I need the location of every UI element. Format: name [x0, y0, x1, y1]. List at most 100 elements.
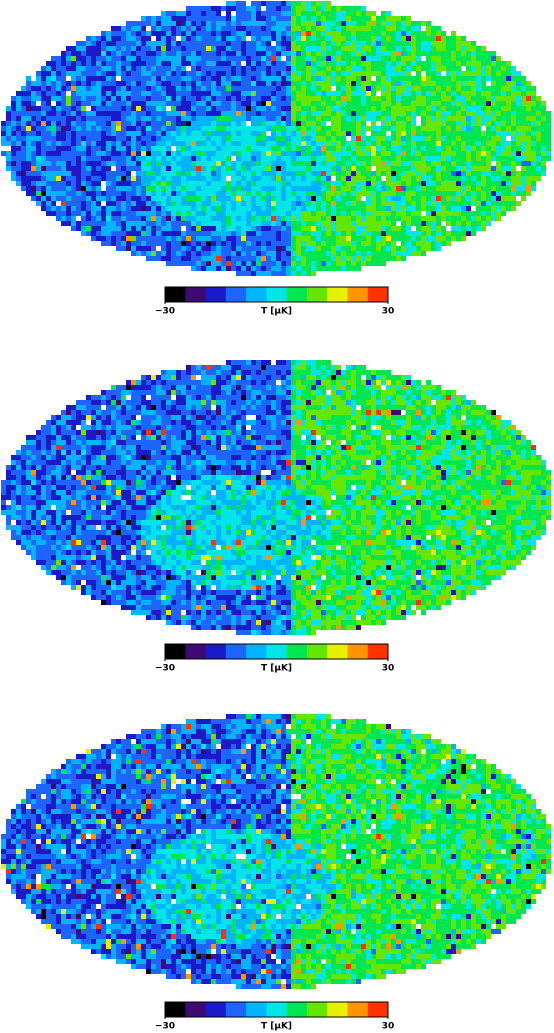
sky-pixel [421, 31, 426, 36]
sky-pixel [211, 151, 216, 156]
sky-pixel [226, 116, 231, 121]
sky-pixel [471, 181, 476, 186]
sky-pixel [421, 246, 426, 251]
sky-pixel [306, 206, 311, 211]
sky-pixel [166, 11, 171, 16]
sky-pixel [456, 211, 461, 216]
sky-pixel [231, 26, 236, 31]
sky-pixel [91, 181, 96, 186]
sky-pixel [21, 91, 26, 96]
sky-pixel [486, 121, 491, 126]
sky-pixel [146, 141, 151, 146]
sky-pixel [121, 196, 126, 201]
sky-pixel [121, 141, 126, 146]
sky-pixel [371, 231, 376, 236]
sky-pixel [426, 241, 431, 246]
sky-pixel [421, 76, 426, 81]
sky-pixel [261, 66, 266, 71]
sky-pixel [221, 66, 226, 71]
sky-pixel [361, 71, 366, 76]
sky-pixel [141, 76, 146, 81]
sky-pixel [21, 126, 26, 131]
sky-pixel [416, 176, 421, 181]
sky-pixel [411, 71, 416, 76]
sky-pixel [376, 66, 381, 71]
sky-pixel [301, 51, 306, 56]
sky-pixel [366, 151, 371, 156]
sky-pixel [406, 375, 411, 380]
sky-pixel [176, 131, 181, 136]
sky-pixel [321, 96, 326, 101]
sky-pixel [526, 146, 531, 151]
sky-pixel [221, 365, 226, 370]
sky-pixel [191, 31, 196, 36]
sky-pixel [171, 261, 176, 266]
sky-pixel [216, 16, 221, 21]
sky-pixel [186, 191, 191, 196]
sky-pixel [151, 111, 156, 116]
sky-pixel [91, 96, 96, 101]
sky-pixel [206, 71, 211, 76]
sky-pixel [336, 56, 341, 61]
sky-pixel [501, 201, 506, 206]
sky-pixel [41, 111, 46, 116]
sky-pixel [276, 106, 281, 111]
sky-pixel [256, 6, 261, 11]
sky-pixel [121, 26, 126, 31]
sky-pixel [436, 86, 441, 91]
sky-pixel [106, 141, 111, 146]
sky-pixel [541, 111, 546, 116]
sky-pixel [486, 86, 491, 91]
sky-pixel [206, 111, 211, 116]
sky-pixel [351, 86, 356, 91]
sky-pixel [406, 141, 411, 146]
sky-pixel [111, 31, 116, 36]
sky-pixel [101, 121, 106, 126]
sky-pixel [11, 101, 16, 106]
sky-pixel [91, 106, 96, 111]
sky-pixel [71, 136, 76, 141]
sky-pixel [206, 151, 211, 156]
sky-pixel [296, 146, 301, 151]
sky-pixel [306, 21, 311, 26]
sky-pixel [366, 226, 371, 231]
sky-pixel [301, 91, 306, 96]
sky-pixel [156, 380, 161, 385]
sky-pixel [526, 121, 531, 126]
sky-pixel [76, 41, 81, 46]
sky-pixel [456, 216, 461, 221]
sky-pixel [271, 360, 276, 365]
sky-pixel [441, 196, 446, 201]
sky-pixel [111, 66, 116, 71]
sky-pixel [181, 191, 186, 196]
sky-pixel [116, 161, 121, 166]
sky-pixel [281, 256, 286, 261]
sky-pixel [146, 206, 151, 211]
sky-pixel [51, 96, 56, 101]
sky-pixel [201, 261, 206, 266]
sky-pixel [516, 156, 521, 161]
sky-pixel [311, 261, 316, 266]
sky-pixel [341, 66, 346, 71]
sky-pixel [291, 151, 296, 156]
sky-pixel [461, 171, 466, 176]
sky-pixel [456, 116, 461, 121]
sky-pixel [141, 226, 146, 231]
sky-pixel [316, 36, 321, 41]
sky-pixel [161, 81, 166, 86]
sky-pixel [126, 96, 131, 101]
sky-pixel [171, 231, 176, 236]
sky-pixel [416, 126, 421, 131]
sky-pixel [201, 116, 206, 121]
sky-pixel [501, 76, 506, 81]
sky-pixel [461, 56, 466, 61]
sky-pixel [356, 191, 361, 196]
sky-pixel [191, 116, 196, 121]
sky-pixel [491, 211, 496, 216]
sky-pixel [166, 171, 171, 176]
sky-pixel [166, 226, 171, 231]
sky-pixel [391, 41, 396, 46]
sky-pixel [461, 196, 466, 201]
sky-pixel [321, 181, 326, 186]
sky-pixel [416, 26, 421, 31]
